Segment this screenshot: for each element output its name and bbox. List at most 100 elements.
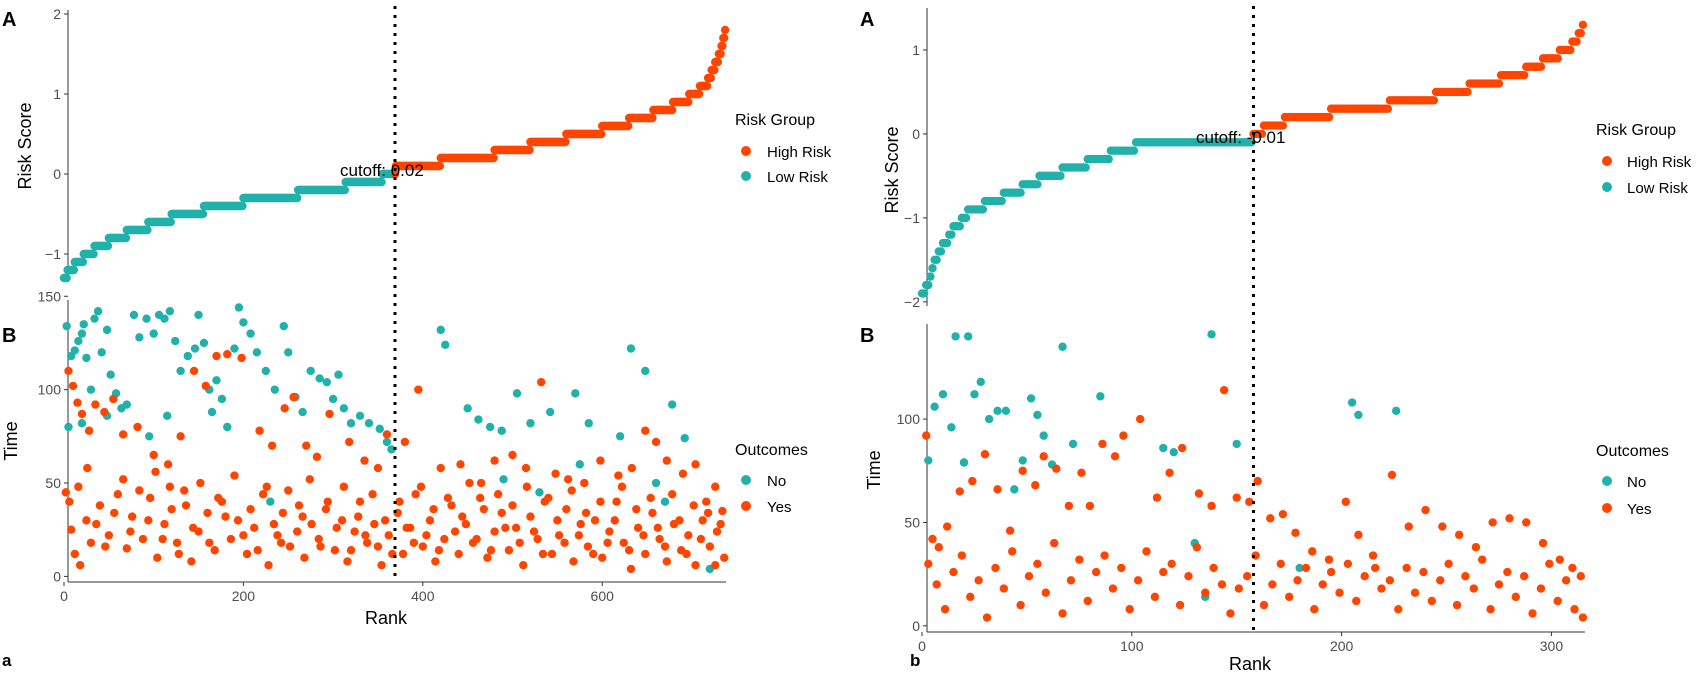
outcome-no-point: [1391, 406, 1401, 416]
outcome-yes-point: [1175, 600, 1185, 610]
outcome-no-point: [584, 419, 593, 428]
outcome-yes-point: [957, 551, 967, 560]
outcome-yes-point: [316, 542, 325, 551]
outcome-yes-point: [119, 475, 128, 484]
outcome-yes-point: [921, 431, 931, 440]
outcome-yes-point: [370, 519, 379, 529]
low-risk-point: [997, 196, 1006, 206]
outcome-yes-point: [273, 531, 282, 540]
low-risk-point: [103, 241, 113, 251]
outcome-yes-point: [1427, 596, 1437, 606]
outcome-yes-point: [966, 592, 975, 602]
outcome-no-point: [93, 307, 103, 316]
high-risk-point: [1324, 112, 1334, 122]
outcome-no-point: [924, 456, 933, 465]
outcome-no-point: [160, 314, 169, 323]
outcome-no-point: [1207, 330, 1216, 339]
outcome-yes-point: [605, 527, 614, 536]
outcome-yes-point: [1284, 592, 1294, 602]
outcome-yes-point: [92, 519, 101, 529]
outcome-yes-point: [1243, 571, 1252, 581]
outcome-no-point: [651, 478, 661, 488]
outcome-yes-point: [574, 531, 584, 540]
outcome-yes-point: [409, 538, 419, 547]
x-tick-label: 300: [1540, 638, 1564, 654]
outcome-yes-point: [1335, 588, 1344, 597]
outcome-yes-point: [1352, 596, 1361, 606]
outcome-yes-point: [289, 392, 298, 402]
outcome-yes-point: [1152, 493, 1162, 502]
outcome-yes-point: [1494, 580, 1504, 589]
outcome-yes-point: [508, 501, 517, 510]
outcome-no-point: [680, 433, 689, 443]
outcome-yes-point: [662, 456, 671, 465]
outcome-yes-point: [476, 478, 486, 488]
outcome-yes-point: [242, 549, 252, 559]
outcome-no-point: [190, 344, 200, 353]
b-risk-legend-title: Risk Group: [1596, 122, 1676, 139]
y-tick-label: 50: [45, 475, 61, 491]
outcome-yes-point: [109, 394, 118, 404]
outcome-yes-point: [483, 553, 492, 562]
b-outcomes-legend: Outcomes No Yes: [1596, 443, 1669, 518]
b-outcome-yes-points: [921, 385, 1588, 622]
outcome-yes-point: [330, 546, 340, 555]
y-tick-label: −2: [904, 294, 920, 310]
outcome-yes-point: [691, 560, 700, 570]
outcome-no-point: [545, 407, 555, 417]
x-tick-label: 100: [1120, 638, 1144, 654]
y-tick-label: 1: [912, 42, 920, 58]
a-risk-group-legend: Risk Group High Risk Low Risk: [735, 112, 832, 186]
a-outcomes-legend: Outcomes No Yes: [735, 442, 808, 516]
b-cutoff-label: cutoff: -0.01: [1196, 128, 1285, 147]
outcome-yes-point: [684, 531, 693, 540]
low-risk-point: [926, 272, 935, 281]
outcome-yes-point: [1469, 584, 1479, 593]
low-risk-point: [78, 257, 88, 267]
outcome-no-point: [463, 404, 472, 413]
outcome-no-point: [1354, 410, 1363, 420]
outcome-yes-point: [624, 546, 634, 555]
x-tick-label: 400: [411, 588, 435, 604]
outcome-yes-point: [493, 490, 503, 499]
outcome-yes-point: [662, 557, 671, 566]
outcome-yes-point: [1503, 567, 1512, 577]
a-cutoff-label: cutoff: 0.02: [340, 161, 424, 180]
outcome-no-point: [62, 321, 71, 331]
outcome-yes-point: [1576, 571, 1586, 581]
outcome-no-point: [223, 422, 232, 432]
outcome-yes-point: [380, 516, 390, 525]
outcome-yes-point: [1486, 605, 1495, 614]
outcome-yes-point: [425, 516, 435, 525]
outcome-yes-point: [332, 523, 341, 533]
outcome-no-point: [142, 314, 151, 323]
outcome-yes-point: [1083, 596, 1092, 606]
outcome-yes-point: [294, 501, 304, 510]
low-risk-point: [69, 265, 79, 275]
outcome-yes-point: [932, 580, 941, 589]
outcome-yes-point: [414, 385, 423, 394]
outcome-no-point: [993, 406, 1002, 416]
outcome-yes-point: [1511, 592, 1520, 602]
outcome-yes-point: [74, 482, 83, 491]
y-tick-label: 0: [53, 568, 61, 584]
outcome-no-point: [77, 329, 87, 338]
outcome-yes-point: [456, 460, 465, 469]
outcome-yes-point: [269, 519, 279, 529]
outcome-no-point: [102, 325, 112, 335]
outcome-yes-point: [84, 426, 94, 435]
outcome-yes-point: [325, 409, 334, 419]
outcome-yes-point: [1077, 468, 1086, 478]
outcome-yes-point: [174, 549, 184, 559]
outcome-yes-point: [497, 508, 506, 518]
outcome-no-point: [239, 318, 248, 327]
outcome-yes-point: [1318, 580, 1327, 589]
outcome-yes-point: [968, 476, 977, 486]
outcome-yes-point: [675, 516, 684, 525]
outcome-no-point: [207, 407, 217, 417]
outcome-no-point: [129, 310, 139, 320]
outcome-yes-point: [1091, 567, 1101, 577]
b-outcome-legend-title: Outcomes: [1596, 443, 1669, 460]
panel-b-top-letter: A: [860, 9, 874, 31]
